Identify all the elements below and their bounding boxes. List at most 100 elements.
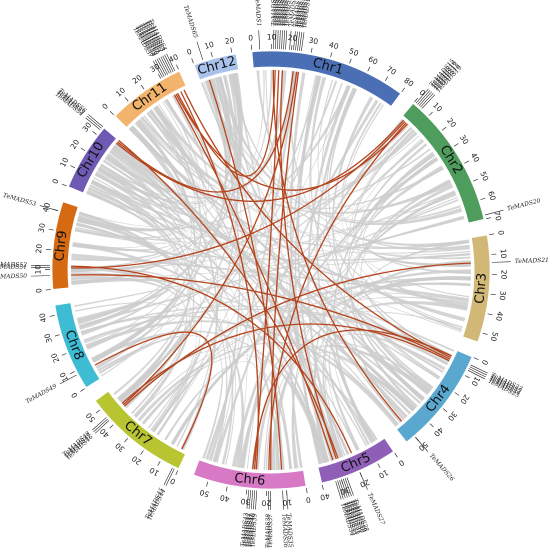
synteny-link [72,242,327,463]
gene-marker [491,261,511,263]
tick-label: 10 [114,85,127,98]
gene-marker [158,57,169,75]
tick-label: 30 [240,497,251,507]
gene-marker [156,58,167,76]
chromosome-label: Chr6 [234,471,266,489]
tick-label: 30 [308,36,319,47]
segmental-duplication-link [121,323,450,404]
gene-label: TeMADS7 [281,0,290,27]
tick-mark [428,111,433,116]
gene-marker [468,368,486,378]
tick-label: 40 [494,311,505,322]
tick-mark [490,293,496,296]
tick-label: 50 [84,411,97,424]
tick-label: 50 [198,488,210,499]
gene-marker [196,41,204,60]
tick-mark [61,353,67,356]
gene-label: TeMADS4 [275,0,283,26]
tick-label: 10 [148,465,161,478]
gene-marker [339,480,346,499]
tick-mark [124,97,129,102]
synteny-link [347,143,428,402]
tick-label: 0 [496,230,506,236]
tick-mark [109,111,114,116]
gene-marker [93,418,108,432]
gene-marker [255,490,258,510]
segmental-duplication-link [272,70,403,422]
tick-label: 10 [499,249,509,259]
gene-marker [250,490,254,510]
gene-marker [415,437,429,452]
tick-mark [384,76,389,81]
tick-mark [80,388,85,392]
tick-label: 0 [480,358,490,366]
tick-label: 30 [498,290,508,301]
gene-marker [417,90,431,105]
segmental-duplication-link [118,139,339,459]
gene-marker [415,88,429,104]
gene-marker [341,479,348,498]
tick-mark [70,371,75,375]
gene-marker [246,489,250,509]
gene-label: TeMADS49 [25,383,59,405]
tick-label: 40 [219,493,230,504]
chromosome-chr3 [462,234,491,343]
tick-label: 70 [385,64,398,77]
tick-label: 0 [169,476,177,486]
tick-label: 0 [418,88,428,98]
synteny-link [102,159,444,374]
gene-marker [335,481,342,500]
segmental-duplication-link [71,265,353,454]
gene-marker [359,472,368,490]
segmental-duplication-link [71,121,406,269]
tick-label: 40 [328,40,340,51]
chromosome-chr9 [51,201,79,290]
gene-marker [92,417,107,431]
gene-label: TeMADS26 [428,452,456,483]
tick-label: 50 [348,46,360,58]
tick-label: 50 [489,331,500,343]
gene-marker [467,370,485,380]
gene-marker [253,490,256,510]
tick-mark [95,409,101,414]
tick-mark [54,334,60,337]
tick-label: 20 [131,73,144,86]
tick-label: 40 [432,425,445,438]
tick-label: 60 [486,190,498,202]
tick-label: 10 [33,265,42,275]
gene-marker [166,53,176,72]
tick-mark [191,58,194,64]
tick-mark [377,463,381,469]
chromosome-chr4 [396,350,473,443]
tick-mark [175,470,179,476]
gene-marker [342,478,350,497]
gene-label: TeMADS12 [297,0,308,28]
gene-marker [39,205,59,211]
segmental-duplication-link [173,94,334,461]
gene-label: TeMADS2 [270,0,277,26]
segmental-duplication-link [94,331,213,450]
gene-marker [282,490,284,510]
gene-marker [279,30,281,50]
synteny-link [119,73,242,404]
tick-mark [330,52,333,58]
gene-label: TeMADS27 [366,492,386,526]
tick-label: 40 [38,312,49,323]
gene-label: TeMADS43 [240,512,250,547]
tick-mark [310,47,313,53]
synteny-link [217,76,463,226]
gene-label: TeMADS11 [295,0,306,28]
gene-label: TeMADS42 [242,512,252,547]
tick-label: 40 [319,491,331,502]
segmental-duplication-link [270,71,300,471]
gene-marker [154,59,165,77]
tick-label: 10 [469,375,482,388]
segmental-duplication-link [280,70,337,460]
tick-mark [473,357,479,361]
tick-mark [485,217,491,220]
tick-label: 20 [261,498,271,507]
tick-mark [480,197,486,200]
gene-label: TeMADS65 [182,4,199,39]
gene-label: TeMADS8 [284,0,293,27]
tick-label: 80 [402,76,415,89]
